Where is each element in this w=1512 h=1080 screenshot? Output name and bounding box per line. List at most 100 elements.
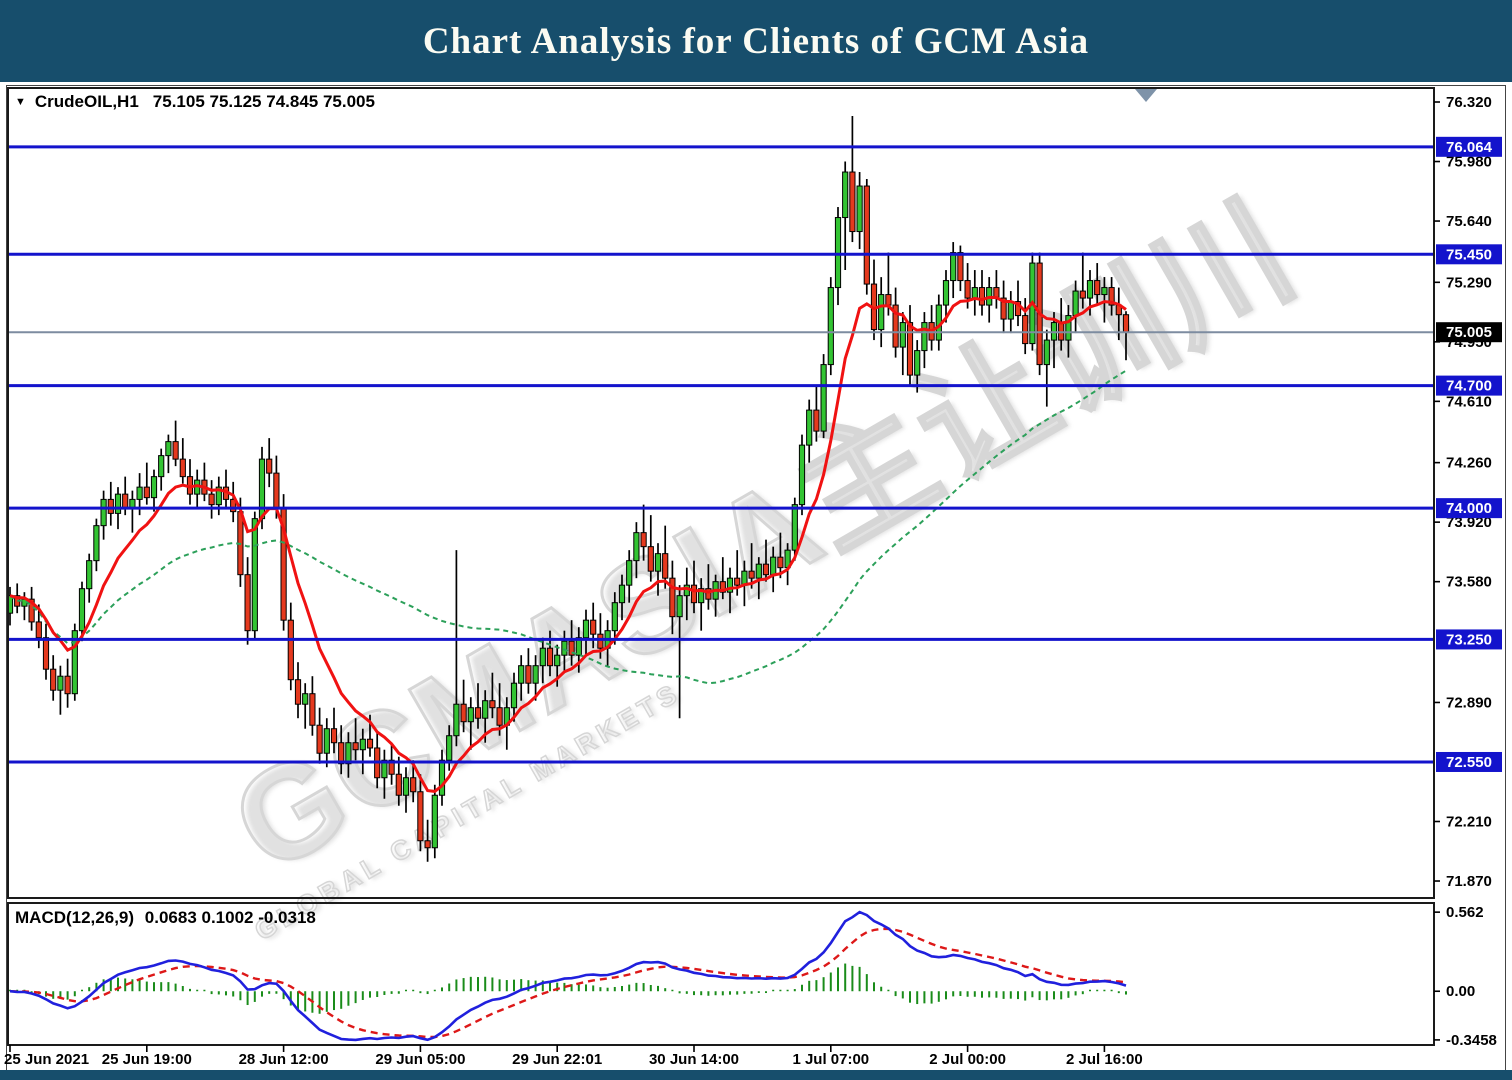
page-title: Chart Analysis for Clients of GCM Asia xyxy=(422,20,1090,62)
time-tick-label: 28 Jun 12:00 xyxy=(239,1051,329,1068)
candle-down xyxy=(64,675,71,695)
price-tick-label: 71.870 xyxy=(1446,873,1492,890)
price-tick-label: 73.920 xyxy=(1446,514,1492,531)
candle-up xyxy=(345,742,352,765)
macd-main-line xyxy=(9,910,1127,1042)
price-tick-label: 75.640 xyxy=(1446,213,1492,230)
candle-up xyxy=(582,619,590,639)
candle-down xyxy=(244,574,251,632)
candle-down xyxy=(417,791,424,842)
candle-up xyxy=(402,777,410,796)
candle-up xyxy=(827,287,834,366)
price-badge xyxy=(1436,322,1502,343)
chart-shift-marker-icon[interactable] xyxy=(1135,89,1157,102)
price-tick-label: 75.980 xyxy=(1446,154,1492,171)
candle-down xyxy=(28,598,35,623)
time-tick-label: 2 Jul 16:00 xyxy=(1066,1051,1143,1068)
candle-up xyxy=(258,458,266,520)
candle-down xyxy=(287,619,294,681)
candle-up xyxy=(611,602,618,632)
price-tick-label: 75.290 xyxy=(1446,274,1492,291)
candle-down xyxy=(366,738,374,749)
macd-pane-border xyxy=(7,902,1435,1046)
candle-up xyxy=(842,171,849,219)
candle-down xyxy=(662,553,669,579)
price-badge-label: 72.550 xyxy=(1446,754,1492,771)
candle-down xyxy=(1094,280,1101,296)
candle-up xyxy=(251,518,258,632)
price-badge xyxy=(1436,751,1502,772)
candle-up xyxy=(438,759,446,796)
price-badge-label: 74.700 xyxy=(1446,378,1492,395)
candle-down xyxy=(964,280,971,299)
candle-down xyxy=(122,493,129,509)
candle-down xyxy=(107,498,114,514)
candle-up xyxy=(71,630,78,695)
candle-down xyxy=(690,584,698,604)
candle-down xyxy=(777,556,784,569)
candle-up xyxy=(86,560,93,590)
macd-values: 0.0683 0.1002 -0.0318 xyxy=(144,908,316,927)
candle-up xyxy=(467,707,474,723)
candle-down xyxy=(330,728,338,744)
candle-down xyxy=(568,640,575,656)
candle-down xyxy=(309,693,316,726)
candle-down xyxy=(460,703,467,723)
candle-down xyxy=(1000,297,1007,320)
candle-down xyxy=(978,287,986,306)
candle-up xyxy=(482,700,489,719)
candle-down xyxy=(410,777,417,793)
price-tick-label: 76.320 xyxy=(1446,94,1492,111)
candle-down xyxy=(50,668,57,691)
candle-up xyxy=(93,525,100,562)
candle-up xyxy=(798,444,806,506)
chevron-down-icon[interactable]: ▼ xyxy=(15,96,26,108)
time-tick-label: 29 Jun 05:00 xyxy=(375,1051,465,1068)
candle-down xyxy=(496,707,503,726)
candle-up xyxy=(806,409,813,446)
candle-up xyxy=(381,759,388,779)
price-badge xyxy=(1436,244,1502,265)
candle-down xyxy=(885,294,892,306)
candle-up xyxy=(100,498,107,527)
candle-up xyxy=(1101,287,1108,296)
title-bar: Chart Analysis for Clients of GCM Asia xyxy=(0,0,1512,82)
symbol-ohlc-values: 75.105 75.125 74.845 75.005 xyxy=(152,92,375,111)
price-badge-label: 74.000 xyxy=(1446,500,1492,517)
candle-down xyxy=(172,441,179,460)
candle-up xyxy=(539,647,546,667)
candle-up xyxy=(215,486,222,506)
macd-tick-label: 0.00 xyxy=(1446,983,1475,1000)
candle-down xyxy=(1122,314,1130,333)
candle-down xyxy=(957,252,964,282)
candle-down xyxy=(338,742,345,765)
price-badge-label: 75.450 xyxy=(1446,246,1492,263)
candle-down xyxy=(474,707,482,719)
candlesticks xyxy=(9,116,1130,862)
symbol-name: CrudeOIL,H1 xyxy=(34,92,139,111)
candle-down xyxy=(266,458,273,474)
candle-down xyxy=(719,581,726,593)
candle-up xyxy=(57,675,64,691)
candle-up xyxy=(654,553,662,572)
candle-down xyxy=(143,486,150,499)
candle-down xyxy=(546,647,554,667)
macd-name: MACD(12,26,9) xyxy=(15,908,135,927)
candle-up xyxy=(942,280,950,306)
candle-up xyxy=(856,185,863,233)
candle-up xyxy=(676,595,683,618)
candle-up xyxy=(359,738,366,751)
candle-down xyxy=(42,637,50,670)
candle-down xyxy=(669,577,676,618)
time-tick-label: 30 Jun 14:00 xyxy=(649,1051,739,1068)
candle-up xyxy=(323,728,330,754)
candle-down xyxy=(179,458,186,478)
candle-up xyxy=(9,595,14,614)
candle-up xyxy=(431,794,438,849)
candle-down xyxy=(273,472,280,509)
price-tick-label: 74.610 xyxy=(1446,393,1492,410)
ma-fast-line xyxy=(9,295,1127,793)
candle-down xyxy=(892,304,899,348)
price-badge xyxy=(1436,498,1502,519)
